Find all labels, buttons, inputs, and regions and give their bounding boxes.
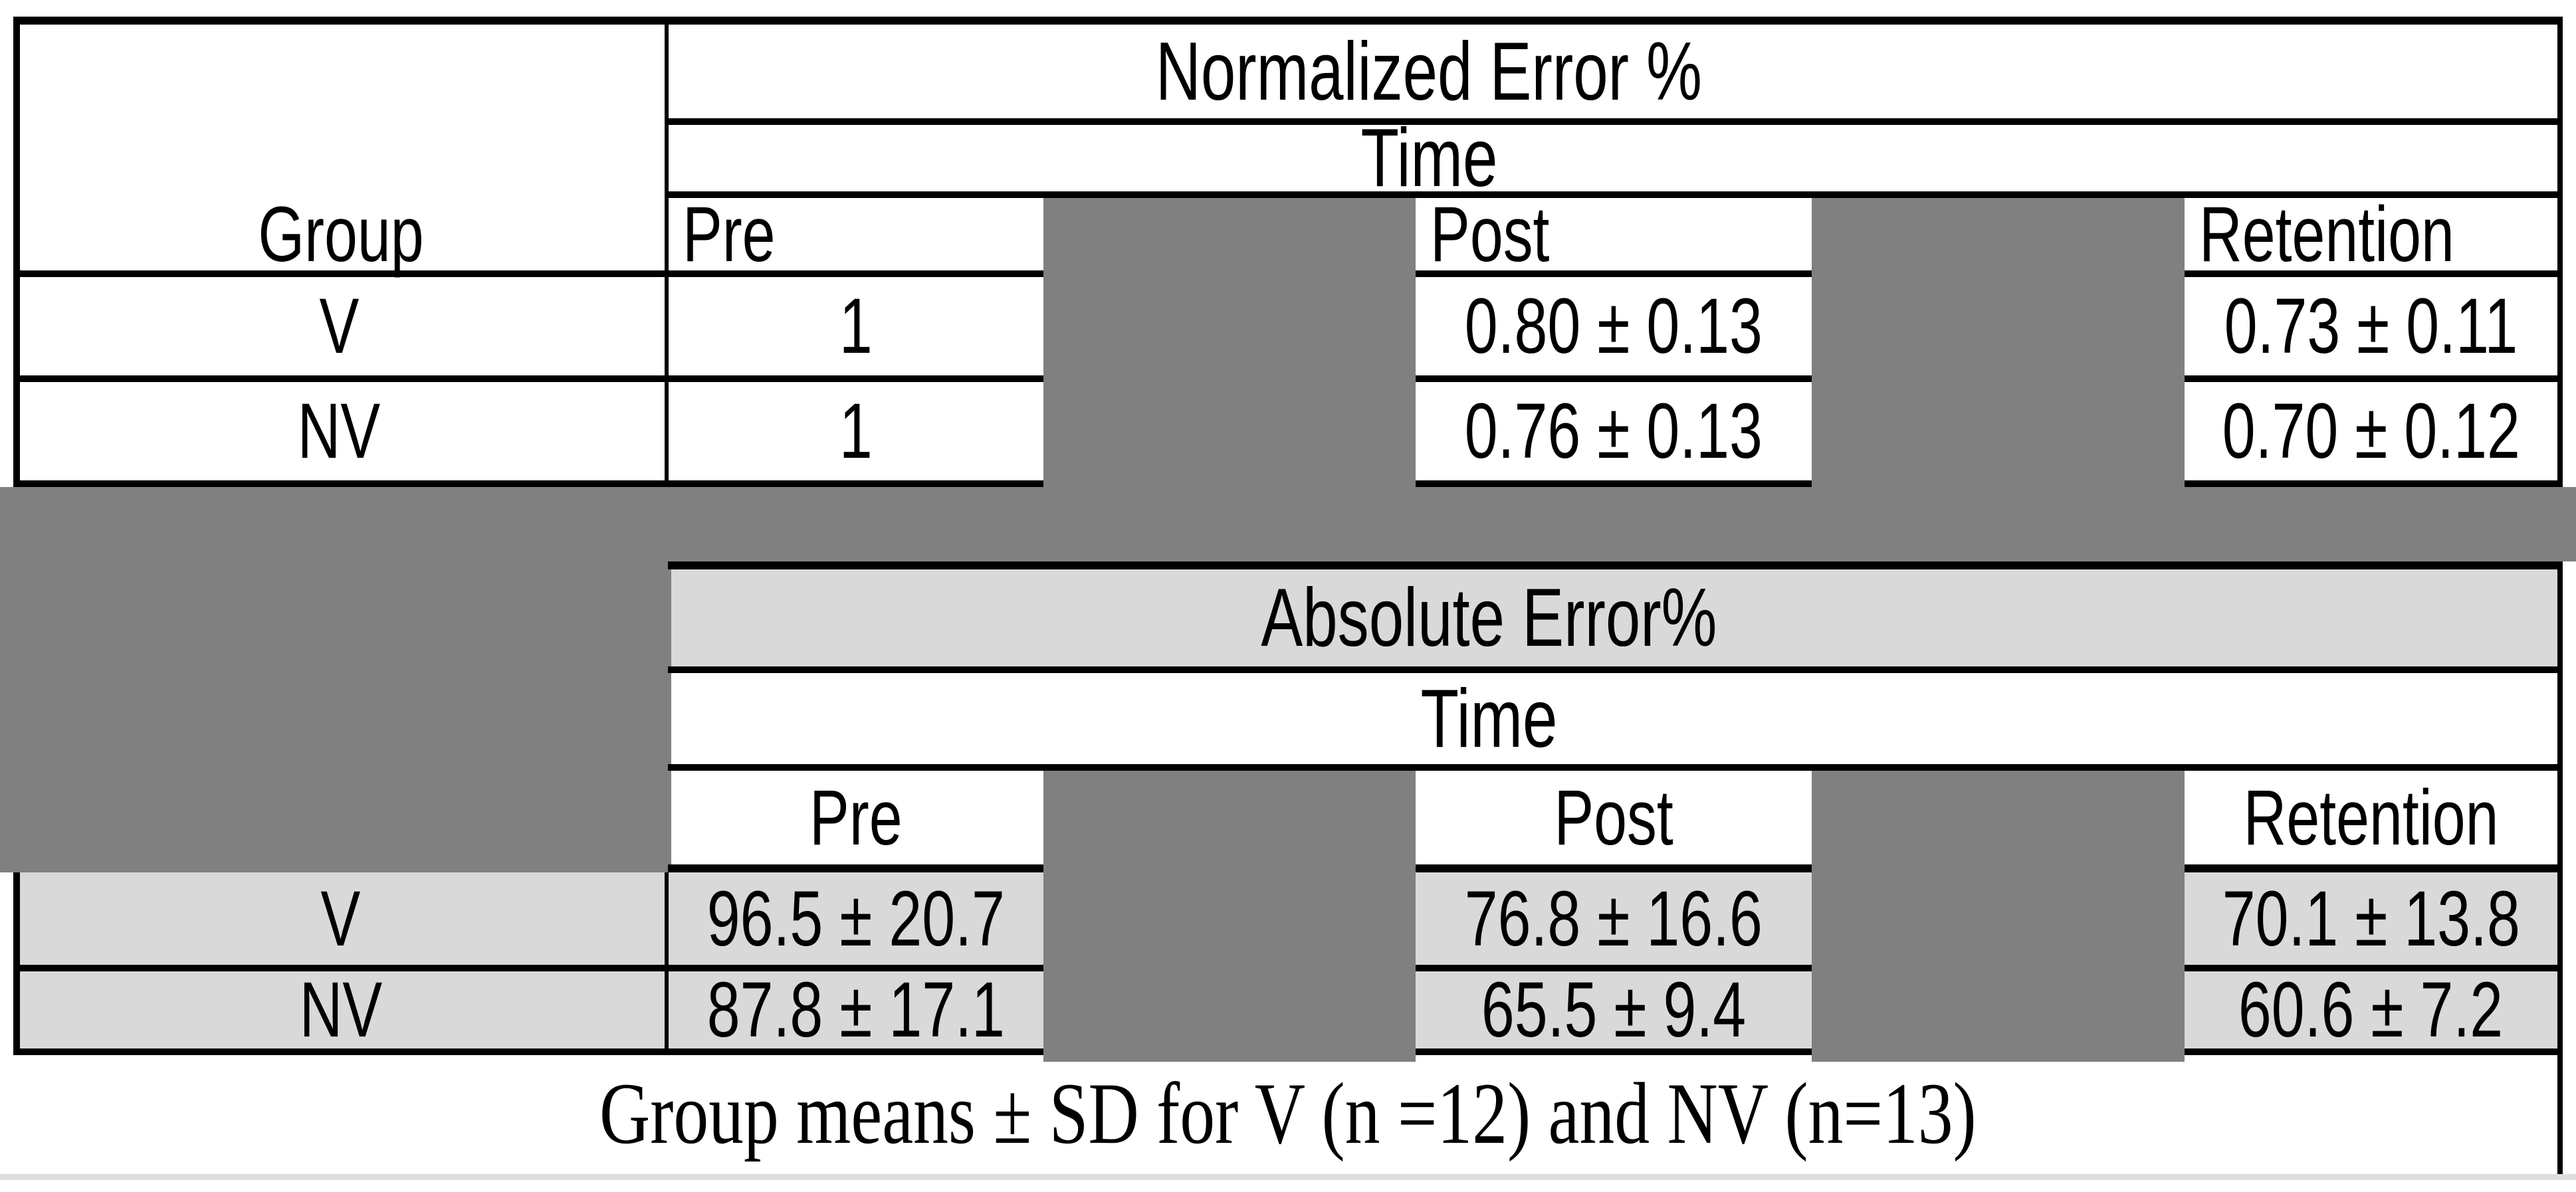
rule-under-v-row1-left bbox=[13, 375, 1043, 382]
table2-col-header-pre: Pre bbox=[809, 773, 903, 862]
table2-row-v-group: V bbox=[320, 874, 361, 963]
nv-row2-left-bg bbox=[20, 971, 1043, 1048]
rule-under-nv-row2-retention bbox=[2185, 1048, 2563, 1055]
table1-col-header-retention: Retention bbox=[2199, 190, 2454, 278]
rule-under-header-row2-retention bbox=[2185, 864, 2563, 872]
v-row2-post-bg bbox=[1416, 872, 1812, 965]
table2-row-nv-group: NV bbox=[299, 966, 382, 1054]
rule-under-header-row1-left bbox=[13, 270, 1043, 277]
column-divider-top-section bbox=[665, 17, 669, 487]
rule-under-nv-row1-left bbox=[13, 480, 1043, 487]
v-row2-retention-bg bbox=[2185, 872, 2557, 965]
bottom-page-rule bbox=[0, 1174, 2576, 1180]
table2-title: Absolute Error% bbox=[668, 569, 2309, 666]
rule-under-header-row1-post bbox=[1416, 270, 1812, 277]
table1-time-header: Time bbox=[668, 117, 2190, 199]
table-border-left-top-section bbox=[13, 17, 20, 487]
table1-row-nv-post: 0.76 ± 0.13 bbox=[1464, 387, 1763, 475]
table2-row-nv-retention: 60.6 ± 7.2 bbox=[2238, 966, 2504, 1054]
column-divider-bottom-section bbox=[665, 872, 669, 1055]
table2-row-nv-post: 65.5 ± 9.4 bbox=[1481, 966, 1747, 1054]
table1-row-v-post: 0.80 ± 0.13 bbox=[1464, 282, 1763, 370]
table1-title: Normalized Error % bbox=[668, 25, 2190, 118]
rule-under-normalized-header bbox=[668, 118, 2563, 125]
table2-col-header-retention: Retention bbox=[2243, 773, 2499, 862]
nv-row2-retention-bg bbox=[2185, 971, 2557, 1048]
table1-title-text: Normalized Error % bbox=[1155, 25, 1703, 118]
left-column-spacer-bottom bbox=[0, 487, 671, 872]
rule-under-header-row1-retention bbox=[2185, 270, 2563, 277]
rule-under-nv-row2-left bbox=[13, 1048, 1043, 1055]
rule-under-v-row1-post bbox=[1416, 375, 1812, 382]
rule-under-v-row1-retention bbox=[2185, 375, 2563, 382]
table2-col-header-post: Post bbox=[1554, 773, 1673, 862]
table-border-left-bottom-section bbox=[13, 872, 20, 1055]
table1-row-v-retention: 0.73 ± 0.11 bbox=[2224, 282, 2518, 370]
spacer-column-2-bottom bbox=[1812, 771, 2185, 1062]
rule-under-v-row2-retention bbox=[2185, 965, 2563, 971]
table1-col-header-post: Post bbox=[1430, 190, 1550, 278]
rule-under-header-row2-pre bbox=[668, 864, 1043, 872]
table1-row-v-group: V bbox=[319, 282, 359, 370]
rule-under-time2 bbox=[668, 764, 2563, 771]
table1-row-nv-group: NV bbox=[297, 387, 381, 475]
table1-time-text: Time bbox=[1360, 112, 1497, 204]
rule-under-v-row2-left bbox=[13, 965, 1043, 971]
table2-row-nv-pre: 87.8 ± 17.1 bbox=[706, 966, 1005, 1054]
table1-row-nv-retention: 0.70 ± 0.12 bbox=[2222, 387, 2520, 475]
table-caption-text: Group means ± SD for V (n =12) and NV (n… bbox=[599, 1064, 1977, 1162]
rule-above-absolute-header bbox=[668, 561, 2563, 569]
table2-time-header: Time bbox=[668, 673, 2309, 764]
table1-col-header-pre: Pre bbox=[683, 190, 776, 278]
table1-row-v-pre: 1 bbox=[839, 282, 873, 370]
table-caption: Group means ± SD for V (n =12) and NV (n… bbox=[0, 1055, 2576, 1171]
table2-time-text: Time bbox=[1420, 672, 1557, 765]
nv-row2-post-bg bbox=[1416, 971, 1812, 1048]
absolute-error-header-bg bbox=[668, 561, 2557, 673]
v-row2-left-bg bbox=[20, 872, 1043, 965]
rule-under-nv-row1-post bbox=[1416, 480, 1812, 487]
table-border-top bbox=[13, 17, 2563, 25]
table2-row-v-post: 76.8 ± 16.6 bbox=[1464, 874, 1763, 963]
table2-row-v-retention: 70.1 ± 13.8 bbox=[2222, 874, 2520, 963]
table2-row-v-pre: 96.5 ± 20.7 bbox=[706, 874, 1005, 963]
rule-under-nv-row2-post bbox=[1416, 1048, 1812, 1055]
table1-group-header: Group bbox=[257, 190, 424, 278]
rule-under-time1 bbox=[668, 191, 2563, 198]
table1-row-nv-pre: 1 bbox=[839, 387, 873, 475]
spacer-column-1-bottom bbox=[1043, 771, 1416, 1062]
rule-under-header-row2-post bbox=[1416, 864, 1812, 872]
table-border-right bbox=[2557, 17, 2563, 1174]
rule-under-nv-row1-retention bbox=[2185, 480, 2563, 487]
rule-under-v-row2-post bbox=[1416, 965, 1812, 971]
table2-title-text: Absolute Error% bbox=[1260, 572, 1717, 664]
rule-under-absolute-header bbox=[668, 666, 2563, 673]
